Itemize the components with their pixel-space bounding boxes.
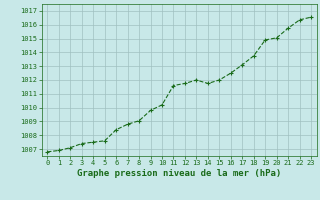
X-axis label: Graphe pression niveau de la mer (hPa): Graphe pression niveau de la mer (hPa) — [77, 169, 281, 178]
